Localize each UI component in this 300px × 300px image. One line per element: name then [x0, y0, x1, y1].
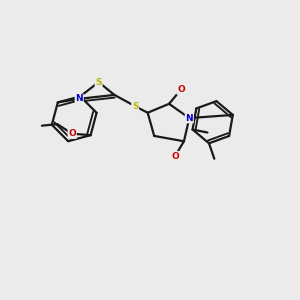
Text: O: O — [177, 85, 185, 94]
Text: S: S — [132, 102, 138, 111]
Text: N: N — [75, 94, 83, 103]
Text: O: O — [171, 152, 179, 160]
Text: O: O — [68, 129, 76, 138]
Text: S: S — [95, 78, 102, 87]
Text: N: N — [185, 114, 193, 123]
